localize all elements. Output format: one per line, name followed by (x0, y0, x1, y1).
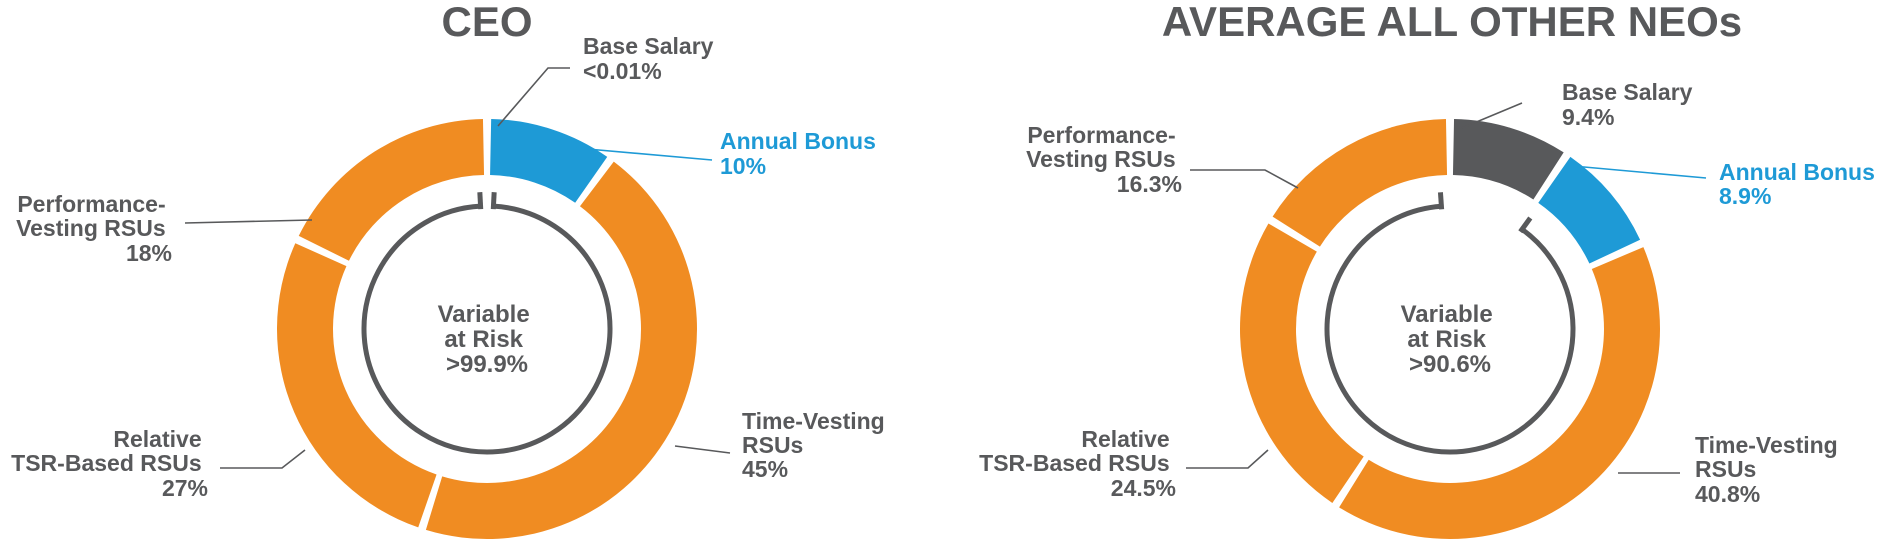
other-neos-performance-vesting-percent: 16.3% (1117, 171, 1182, 197)
ceo-tsr-slice (277, 243, 437, 528)
other-neos-variable-at-risk-start-tick (1518, 216, 1533, 234)
ceo-variable-at-risk-start-tick (490, 192, 497, 210)
other-neos-relative-tsr-data-label: Relative TSR-Based RSUs 24.5% (979, 426, 1176, 501)
ceo-relative-tsr-percent: 27% (162, 475, 208, 501)
ceo-variable-at-risk-label: Variable at Risk >99.9% (438, 301, 537, 378)
other-neos-center-value: >90.6% (1409, 351, 1491, 378)
other-neos-chart-title: AVERAGE ALL OTHER NEOs (1162, 0, 1742, 45)
other-neos-relative-tsr-name-2: TSR-Based RSUs (979, 450, 1169, 476)
ceo-base-salary-leader-line (497, 67, 570, 127)
other-neos-base-salary-data-label: Base Salary 9.4% (1562, 79, 1699, 130)
other-neos-bonus-slice (1538, 156, 1641, 264)
ceo-time-slice (425, 161, 698, 539)
other-neos-annual-bonus-data-label: Annual Bonus 8.9% (1719, 159, 1881, 209)
ceo-performance-vesting-percent: 18% (126, 240, 172, 266)
ceo-perf-slice (298, 119, 485, 261)
ceo-annual-bonus-leader-line (575, 147, 713, 161)
other-neos-annual-bonus-name: Annual Bonus (1719, 159, 1875, 185)
ceo-base-salary-name: Base Salary (583, 33, 714, 59)
other-neos-time-vesting-data-label: Time-Vesting RSUs 40.8% (1695, 432, 1844, 507)
other-neos-variable-at-risk-arc (1324, 203, 1576, 455)
ceo-center-line-2: at Risk (444, 326, 523, 353)
other-neos-relative-tsr-leader-line (1186, 449, 1269, 469)
other-neos-performance-vesting-leader-line (1190, 169, 1299, 189)
ceo-performance-vesting-leader-line (184, 219, 313, 224)
other-neos-donut-slices (1240, 119, 1660, 539)
ceo-donut-slices (277, 119, 698, 539)
other-neos-perf-slice (1272, 119, 1448, 247)
ceo-center-value: >99.9% (446, 351, 528, 378)
ceo-relative-tsr-name-1: Relative (113, 426, 201, 452)
ceo-time-vesting-data-label: Time-Vesting RSUs 45% (742, 408, 891, 482)
other-neos-performance-vesting-data-label: Performance- Vesting RSUs 16.3% (1026, 122, 1182, 197)
ceo-variable-at-risk-end-tick (477, 192, 484, 210)
ceo-performance-vesting-name-1: Performance- (17, 191, 165, 217)
ceo-donut-chart: CEO Variable at Risk >99.9% Base Salary … (11, 0, 891, 539)
ceo-relative-tsr-name-2: TSR-Based RSUs (11, 450, 201, 476)
ceo-time-vesting-name-1: Time-Vesting (742, 408, 885, 434)
ceo-annual-bonus-name: Annual Bonus (720, 128, 876, 154)
ceo-annual-bonus-percent: 10% (720, 153, 766, 179)
ceo-time-vesting-leader-line (674, 445, 731, 454)
other-neos-variable-at-risk-label: Variable at Risk >90.6% (1401, 301, 1500, 378)
other-neos-time-vesting-name-1: Time-Vesting (1695, 432, 1838, 458)
other-neos-donut-chart: AVERAGE ALL OTHER NEOs Variable at Risk … (979, 0, 1881, 539)
ceo-time-vesting-percent: 45% (742, 456, 788, 482)
other-neos-relative-tsr-percent: 24.5% (1111, 475, 1176, 501)
other-neos-performance-vesting-name-1: Performance- (1027, 122, 1175, 148)
ceo-relative-tsr-leader-line (220, 449, 306, 469)
ceo-bonus-slice (490, 119, 608, 203)
other-neos-variable-at-risk-bracket (1324, 192, 1576, 455)
other-neos-performance-vesting-name-2: Vesting RSUs (1026, 146, 1176, 172)
other-neos-base-salary-leader-line (1461, 102, 1523, 129)
ceo-variable-at-risk-bracket (361, 192, 613, 455)
other-neos-variable-at-risk-end-tick (1437, 192, 1445, 210)
ceo-base-salary-data-label: Base Salary <0.01% (583, 33, 720, 84)
other-neos-base-salary-name: Base Salary (1562, 79, 1693, 105)
other-neos-base-salary-percent: 9.4% (1562, 104, 1614, 130)
ceo-relative-tsr-data-label: Relative TSR-Based RSUs 27% (11, 426, 208, 501)
other-neos-time-vesting-name-2: RSUs (1695, 456, 1756, 482)
ceo-time-vesting-name-2: RSUs (742, 432, 803, 458)
ceo-variable-at-risk-arc (361, 203, 613, 455)
other-neos-center-line-2: at Risk (1407, 326, 1486, 353)
ceo-chart-title: CEO (441, 0, 532, 45)
ceo-performance-vesting-data-label: Performance- Vesting RSUs 18% (16, 191, 172, 266)
other-neos-center-line-1: Variable (1401, 301, 1493, 328)
other-neos-relative-tsr-name-1: Relative (1081, 426, 1169, 452)
ceo-center-line-1: Variable (438, 301, 530, 328)
ceo-performance-vesting-name-2: Vesting RSUs (16, 215, 166, 241)
other-neos-annual-bonus-percent: 8.9% (1719, 183, 1771, 209)
ceo-base-salary-percent: <0.01% (583, 58, 662, 84)
other-neos-base-slice (1452, 119, 1564, 200)
other-neos-time-slice (1339, 247, 1660, 539)
other-neos-annual-bonus-leader-line (1572, 165, 1707, 179)
other-neos-time-vesting-percent: 40.8% (1695, 481, 1760, 507)
other-neos-tsr-slice (1240, 223, 1364, 503)
ceo-annual-bonus-data-label: Annual Bonus 10% (720, 128, 882, 179)
